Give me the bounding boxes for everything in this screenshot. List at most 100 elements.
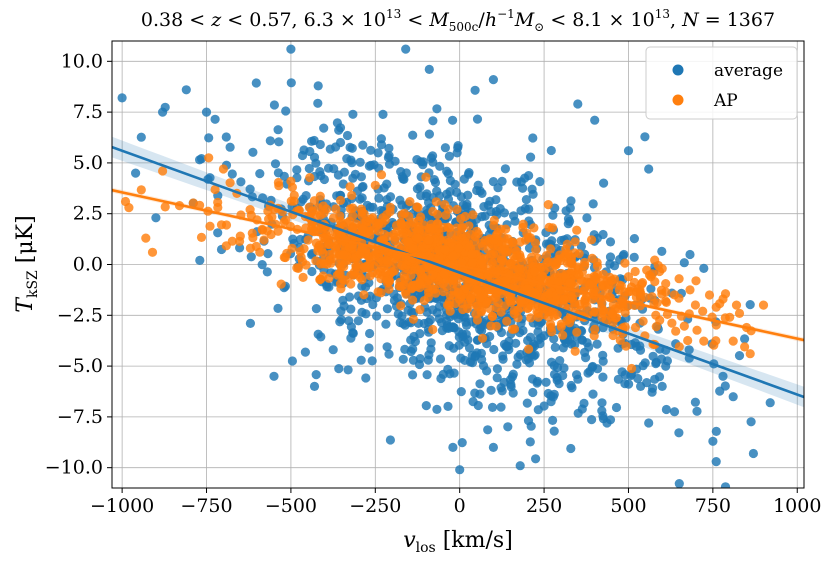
data-point [280, 252, 290, 263]
data-point [446, 229, 456, 239]
data-point [580, 298, 590, 308]
data-point [269, 371, 279, 381]
data-point [385, 435, 395, 445]
data-point [248, 147, 258, 157]
data-point [428, 157, 438, 167]
y-axis-label: TkSZ [μK] [13, 215, 41, 312]
data-point [648, 351, 658, 361]
data-point [572, 225, 582, 235]
data-point [475, 324, 485, 334]
data-point [532, 378, 542, 388]
data-point [364, 343, 374, 353]
data-point [642, 265, 652, 275]
data-point [346, 333, 356, 343]
data-point [477, 333, 488, 343]
data-point [509, 244, 520, 254]
data-point [442, 166, 452, 176]
data-point [433, 209, 443, 220]
data-point [348, 109, 358, 119]
data-point [266, 229, 276, 240]
data-point [457, 329, 468, 339]
data-point [573, 374, 583, 384]
data-point [408, 314, 418, 324]
data-point [453, 143, 463, 153]
data-point [136, 132, 146, 142]
data-point [396, 301, 406, 311]
data-point [313, 98, 323, 108]
data-point [408, 370, 418, 380]
x-tick-label: −250 [349, 495, 401, 517]
data-point [692, 325, 702, 335]
data-point [401, 44, 411, 54]
data-point [131, 168, 141, 178]
data-point [523, 232, 534, 243]
data-point [393, 309, 403, 319]
data-point [258, 225, 268, 235]
data-point [356, 355, 366, 365]
data-point [274, 137, 284, 147]
data-point [588, 389, 598, 399]
data-point [304, 163, 314, 174]
data-point [728, 392, 738, 402]
data-point [319, 259, 329, 269]
data-point [685, 249, 695, 260]
data-point [765, 398, 775, 408]
data-point [396, 219, 406, 229]
data-point [432, 104, 442, 114]
data-point [489, 215, 499, 225]
data-point [605, 306, 616, 316]
data-point [555, 250, 565, 260]
data-point [428, 116, 438, 126]
data-point [336, 306, 346, 316]
data-point [548, 210, 558, 220]
data-point [524, 344, 534, 354]
data-point [448, 275, 458, 285]
data-point [487, 402, 498, 412]
data-point [296, 197, 306, 207]
data-point [590, 307, 600, 317]
data-point [410, 336, 420, 347]
y-tick-label: 10.0 [61, 50, 103, 72]
data-point [486, 385, 496, 395]
data-point [559, 295, 569, 305]
data-point [546, 145, 556, 156]
data-point [661, 279, 671, 289]
data-point [597, 398, 607, 408]
data-point [615, 335, 625, 345]
data-point [758, 300, 769, 310]
data-point [548, 415, 558, 425]
legend-box [645, 46, 798, 120]
data-point [395, 317, 405, 328]
data-point [698, 306, 708, 316]
data-point [711, 302, 721, 312]
data-point [562, 315, 572, 325]
data-point [523, 335, 533, 346]
data-point [683, 335, 693, 346]
data-point [303, 235, 313, 245]
data-point [424, 235, 434, 245]
data-point [483, 425, 493, 435]
data-point [398, 354, 408, 364]
data-point [136, 185, 146, 195]
data-point [598, 350, 608, 360]
data-point [281, 106, 291, 116]
data-point [424, 64, 434, 74]
data-point [527, 184, 537, 194]
data-point [141, 233, 151, 243]
data-point [528, 133, 538, 143]
data-point [573, 408, 583, 418]
data-point [602, 418, 612, 428]
data-point [225, 142, 235, 152]
data-point [720, 482, 731, 488]
data-point [361, 373, 371, 383]
data-point [674, 342, 684, 352]
data-point [286, 176, 296, 186]
data-point [475, 379, 485, 389]
data-point [457, 298, 467, 309]
data-point [661, 361, 671, 371]
data-point [565, 278, 575, 288]
data-point [381, 319, 391, 329]
data-point [273, 125, 283, 135]
data-point [629, 252, 639, 262]
